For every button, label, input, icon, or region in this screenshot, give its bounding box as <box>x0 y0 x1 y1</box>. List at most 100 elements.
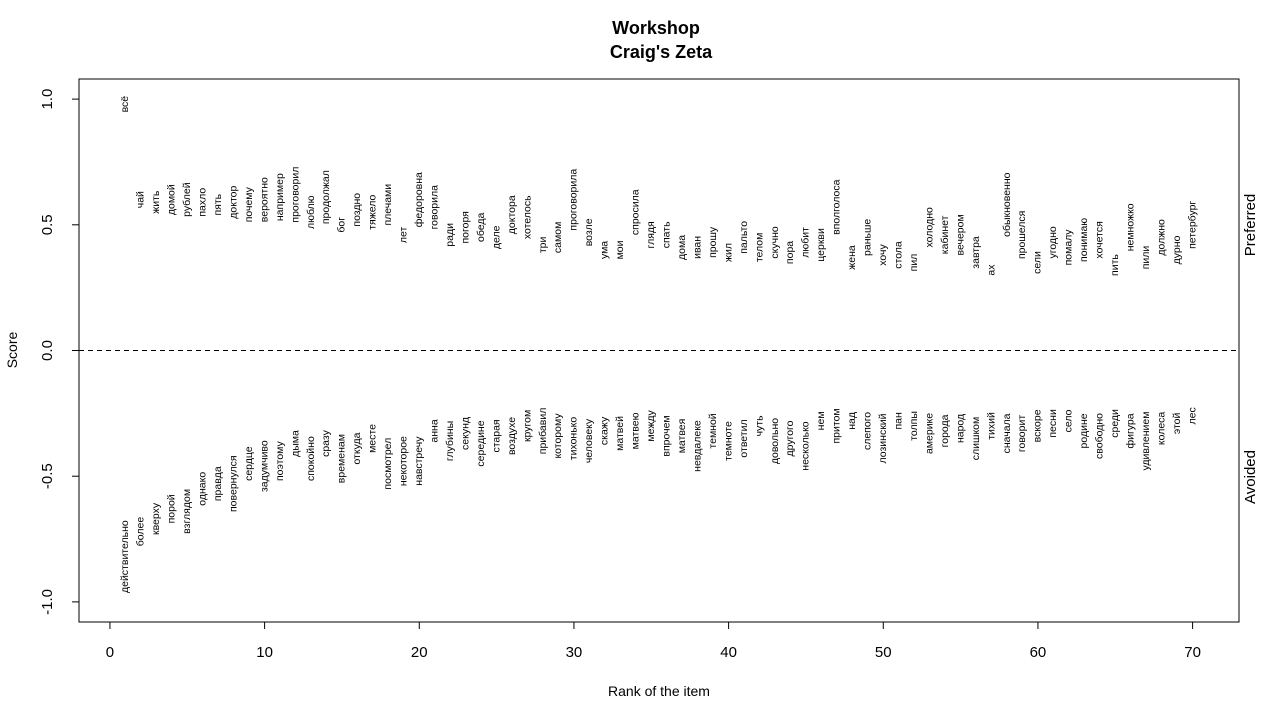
x-tick-label: 20 <box>411 644 428 661</box>
word-point: погоря <box>459 211 471 243</box>
word-point: лес <box>1186 407 1198 424</box>
word-point: невдалеке <box>691 420 703 472</box>
word-point: стола <box>893 241 905 269</box>
word-point: несколько <box>800 421 812 471</box>
word-point: другого <box>784 420 796 456</box>
y-tick-label: -0.5 <box>39 463 56 489</box>
word-point: пить <box>1109 254 1121 276</box>
word-point: кабинет <box>939 215 951 254</box>
word-point: кругом <box>521 410 533 442</box>
word-point: федоровна <box>413 172 425 227</box>
word-point: притом <box>831 408 843 443</box>
word-point: действительно <box>119 520 131 593</box>
word-point: глядя <box>645 221 657 248</box>
y-tick-label: 0.0 <box>39 340 56 361</box>
word-point: скажу <box>599 416 611 445</box>
word-points: всё чай жить домой рублей пахло пять доктор поче… <box>119 96 1198 593</box>
word-point: рублей <box>181 182 193 217</box>
word-point: матвею <box>630 412 642 449</box>
word-point: задумчиво <box>258 440 270 492</box>
word-point: скучно <box>769 226 781 258</box>
word-point: старая <box>490 419 502 452</box>
word-point: должно <box>1155 219 1167 256</box>
word-point: народ <box>954 414 966 443</box>
word-point: повернулся <box>227 455 239 512</box>
word-point: понимаю <box>1078 218 1090 262</box>
word-point: церкви <box>815 228 827 262</box>
word-point: довольно <box>769 418 781 464</box>
word-point: говорит <box>1016 415 1028 452</box>
word-point: удивлением <box>1140 412 1152 471</box>
word-point: ради <box>444 223 456 247</box>
word-point: иван <box>691 236 703 259</box>
word-point: тихонько <box>568 417 580 461</box>
word-point: немножко <box>1125 203 1137 251</box>
word-point: временам <box>336 434 348 483</box>
word-point: пахло <box>197 188 209 217</box>
word-point: более <box>135 517 147 547</box>
word-point: родине <box>1078 413 1090 448</box>
word-point: которому <box>552 413 564 459</box>
word-point: сначала <box>1001 413 1013 453</box>
word-point: спросила <box>630 189 642 235</box>
word-point: доктора <box>506 195 518 234</box>
word-point: например <box>274 173 286 221</box>
word-point: завтра <box>970 236 982 269</box>
word-point: этой <box>1171 413 1183 435</box>
word-point: деле <box>490 225 502 249</box>
word-point: хочу <box>877 243 889 265</box>
word-point: взглядом <box>181 489 193 534</box>
word-point: тихий <box>985 412 997 440</box>
word-point: впрочем <box>661 415 673 456</box>
y-axis-label: Score <box>4 332 20 369</box>
word-point: хотелось <box>521 195 533 239</box>
word-point: кверху <box>150 502 162 535</box>
avoided-side-label: Avoided <box>1242 450 1259 504</box>
word-point: вечером <box>954 214 966 255</box>
word-point: ответил <box>738 419 750 457</box>
word-point: матвея <box>676 419 688 454</box>
word-point: самом <box>552 222 564 253</box>
word-point: матвей <box>614 416 626 451</box>
word-point: среди <box>1109 409 1121 438</box>
x-axis-label: Rank of the item <box>608 683 710 699</box>
word-point: сразу <box>320 429 332 457</box>
word-point: спокойно <box>305 436 317 481</box>
word-point: бог <box>336 217 348 233</box>
word-point: америке <box>923 413 935 454</box>
word-point: помалу <box>1063 229 1075 266</box>
word-point: секунд <box>459 417 471 450</box>
word-point: плечами <box>382 184 394 226</box>
word-point: спать <box>661 221 673 248</box>
word-point: продолжал <box>320 170 332 224</box>
word-point: некоторое <box>398 436 410 486</box>
word-point: угодно <box>1047 226 1059 258</box>
word-point: песни <box>1047 409 1059 438</box>
word-point: чай <box>135 191 147 208</box>
word-point: середине <box>475 420 487 466</box>
word-point: толпы <box>908 411 920 441</box>
word-point: свободно <box>1094 413 1106 459</box>
x-tick-label: 30 <box>566 644 583 661</box>
word-point: прибавил <box>537 408 549 455</box>
chart-title: Workshop <box>612 18 700 38</box>
word-point: проговорил <box>289 167 301 223</box>
word-point: проговорила <box>568 169 580 231</box>
word-point: мои <box>614 240 626 259</box>
word-point: вполголоса <box>831 179 843 235</box>
word-point: поздно <box>351 193 363 227</box>
word-point: обыкновенно <box>1001 172 1013 237</box>
word-point: пять <box>212 193 224 215</box>
x-tick-label: 40 <box>720 644 737 661</box>
word-point: ах <box>985 264 997 276</box>
word-point: дыма <box>289 430 301 457</box>
y-tick-label: 0.5 <box>39 214 56 235</box>
x-tick-label: 50 <box>875 644 892 661</box>
word-point: поэтому <box>274 440 286 481</box>
word-point: ума <box>599 241 611 259</box>
word-point: три <box>537 237 549 254</box>
word-point: телом <box>753 233 765 262</box>
word-point: всё <box>119 96 131 113</box>
word-point: вскоре <box>1032 409 1044 442</box>
